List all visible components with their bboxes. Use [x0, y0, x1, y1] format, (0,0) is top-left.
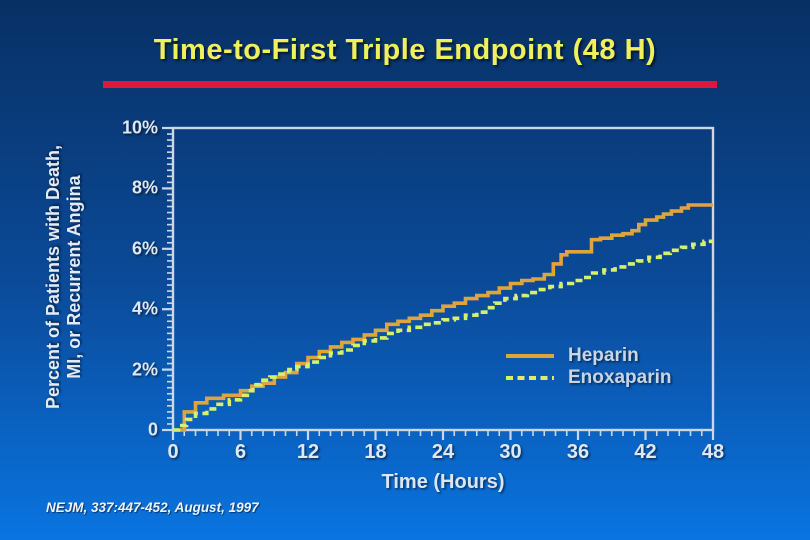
series-heparin — [173, 203, 713, 432]
legend-label-enoxaparin: Enoxaparin — [568, 367, 672, 388]
x-tick-label: 24 — [431, 441, 455, 463]
x-tick-label: 36 — [566, 441, 590, 463]
x-tick-label: 6 — [234, 441, 247, 463]
x-tick-label: 30 — [499, 441, 522, 463]
title-underline-bar — [103, 81, 717, 88]
heparin-line-swatch-icon — [506, 354, 554, 358]
x-axis-title: Time (Hours) — [381, 471, 505, 493]
series-enoxaparin — [173, 239, 713, 432]
citation-text: NEJM, 337:447-452, August, 1997 — [46, 500, 259, 515]
y-tick-label: 2% — [131, 359, 158, 380]
legend-label-heparin: Heparin — [568, 345, 639, 366]
y-tick-label: 10% — [121, 117, 158, 138]
x-tick-label: 42 — [634, 441, 657, 463]
y-tick-label: 8% — [131, 177, 158, 198]
y-axis-title-line1: Percent of Patients with Death, — [43, 144, 63, 410]
x-tick-label: 12 — [296, 441, 320, 463]
enoxaparin-dashed-line-swatch-icon — [506, 376, 554, 380]
y-tick-label: 4% — [131, 298, 158, 319]
y-tick-label: 6% — [131, 238, 158, 259]
x-tick-label: 18 — [364, 441, 387, 463]
x-tick-label: 48 — [701, 441, 725, 463]
y-tick-label: 0 — [147, 419, 158, 440]
y-axis-title: Percent of Patients with Death, MI, or R… — [43, 117, 99, 437]
legend-item-enoxaparin: Enoxaparin — [505, 367, 671, 389]
x-tick-label: 0 — [167, 441, 179, 463]
page-title: Time-to-First Triple Endpoint (48 H) — [153, 34, 657, 66]
legend-item-heparin: Heparin — [505, 345, 671, 367]
y-axis-title-line2: MI, or Recurrent Angina — [64, 175, 84, 379]
chart-legend: Heparin Enoxaparin — [505, 345, 671, 389]
